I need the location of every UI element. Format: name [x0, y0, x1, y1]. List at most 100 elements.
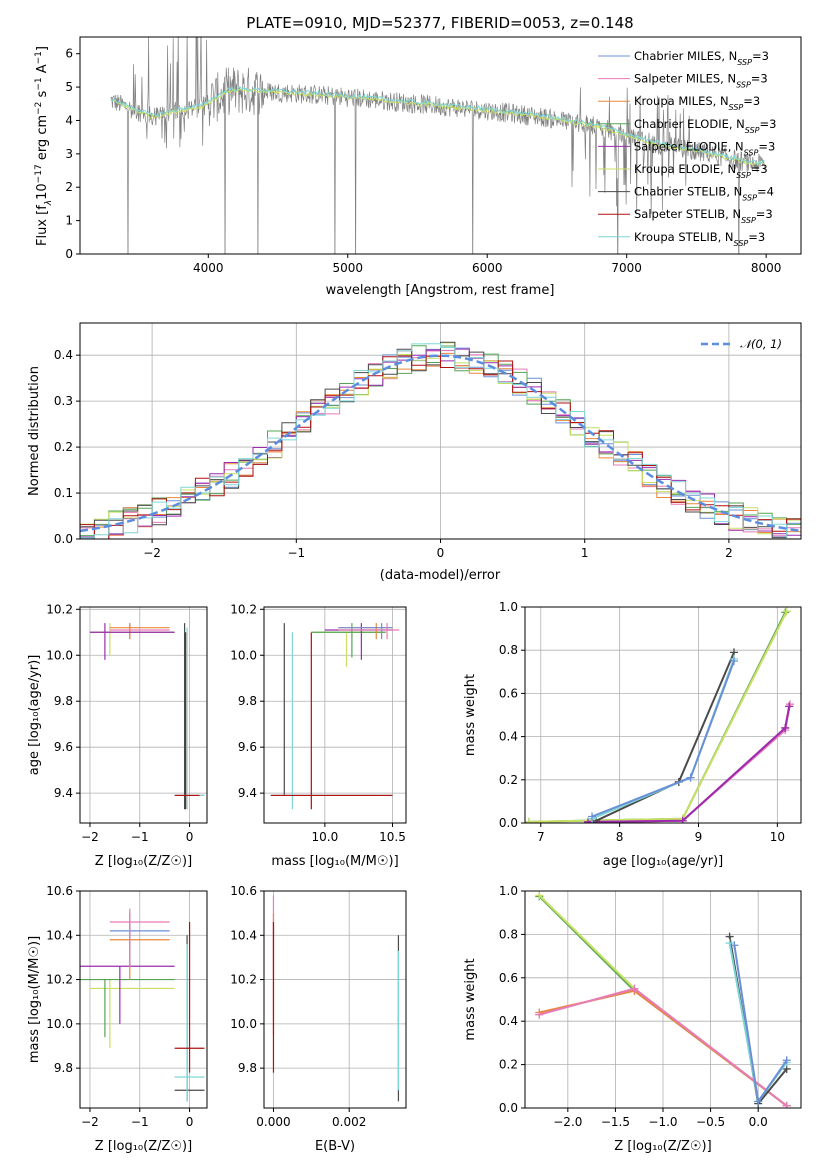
y-tick-label: 9.6	[238, 740, 257, 754]
mass-vs-extinction-panel: 0.000 0.002 9.8 10.0 10.2 10.4 10.6 E(B-V)	[230, 884, 407, 1154]
x-tick-label: 8000	[751, 261, 782, 275]
panel-xlabel: Z [log₁₀(Z/Z☉)]	[95, 854, 192, 869]
x-tick-label: −2	[81, 1115, 99, 1129]
data-marker	[725, 939, 734, 948]
spectrum-xlabel: wavelength [Angstrom, rest frame]	[326, 283, 555, 298]
y-tick-label: 10.0	[230, 1017, 257, 1031]
y-tick-label: 0.4	[54, 348, 73, 362]
x-tick-label: 10.0	[311, 830, 338, 844]
y-tick-label: 4	[65, 113, 73, 127]
x-tick-label: −1	[131, 1115, 149, 1129]
legend-label: Kroupa MILES, NSSP=3	[634, 94, 760, 112]
ylabel-part: −2	[34, 102, 44, 115]
y-tick-label: 1	[65, 214, 73, 228]
histogram-legend: 𝒩(0, 1)	[701, 337, 782, 351]
y-tick-label: 0.0	[499, 816, 518, 830]
ylabel-part: Flux [f	[35, 205, 50, 246]
mass-vs-metallicity-panel: −2 −1 0 9.8 10.0 10.2 10.4 10.6 Z [log₁₀(Z/Z☉)] m…	[27, 884, 208, 1154]
x-tick-label: 0.000	[256, 1115, 290, 1129]
grid-layer	[525, 606, 801, 824]
y-tick-label: 0.0	[499, 1101, 518, 1115]
x-tick-label: 10	[770, 830, 785, 844]
data-marker	[782, 1056, 791, 1065]
x-tick-label: −1	[131, 830, 149, 844]
data-marker	[782, 1101, 791, 1108]
data-marker	[686, 773, 695, 782]
panel-frame	[263, 606, 407, 824]
observed-spectrum	[110, 37, 765, 254]
x-tick-label: 9	[695, 830, 703, 844]
y-tick-label: 1.0	[499, 884, 518, 898]
panel-frame	[79, 606, 208, 824]
x-tick-label: 4000	[193, 261, 224, 275]
spectrum-frame	[79, 36, 802, 255]
age-vs-mass-panel: 10.0 10.5 9.4 9.6 9.8 10.0 10.2 mass [log₁₀(M/M…	[230, 602, 407, 869]
legend-label: Salpeter MILES, NSSP=3	[634, 72, 768, 90]
ylabel-part: ]	[35, 46, 50, 51]
y-tick-label: 9.4	[238, 786, 257, 800]
residual-histogram-series	[80, 343, 801, 539]
data-marker	[782, 607, 791, 616]
y-tick-label: 0.2	[499, 773, 518, 787]
x-tick-label: −0.5	[696, 1115, 725, 1129]
y-tick-label: 5	[65, 80, 73, 94]
y-tick-label: 0.0	[54, 532, 73, 546]
spectrum-ylabel: Flux [fλ10−17 erg cm−2 s−1 A−1]	[34, 46, 54, 246]
y-tick-label: 9.6	[54, 740, 73, 754]
y-tick-label: 10.2	[46, 602, 73, 616]
y-tick-label: 0.4	[499, 1014, 518, 1028]
x-tick-label: −2	[143, 546, 161, 560]
grid-layer	[264, 607, 406, 823]
y-tick-label: 10.6	[46, 884, 73, 898]
y-tick-label: 0.4	[499, 730, 518, 744]
panel-xlabel: Z [log₁₀(Z/Z☉)]	[614, 1139, 711, 1154]
data-marker	[525, 817, 533, 823]
y-tick-label: 0.2	[499, 1058, 518, 1072]
x-tick-label: 7000	[611, 261, 642, 275]
y-tick-label: 0	[65, 247, 73, 261]
x-tick-label: −1.0	[648, 1115, 677, 1129]
x-tick-label: 6000	[472, 261, 503, 275]
grid-layer	[264, 890, 406, 1108]
panel-xlabel: Z [log₁₀(Z/Z☉)]	[95, 1139, 192, 1154]
y-tick-label: 0.2	[54, 440, 73, 454]
ylabel-part: −1	[34, 51, 44, 64]
ylabel-part: λ	[44, 200, 54, 206]
panel-ylabel: mass weight	[463, 958, 478, 1040]
x-tick-label: 7	[537, 830, 545, 844]
x-tick-label: 5000	[332, 261, 363, 275]
y-tick-label: 9.4	[54, 786, 73, 800]
legend-label: Kroupa ELODIE, NSSP=3	[634, 162, 768, 180]
legend-label: Chabrier ELODIE, NSSP=3	[634, 117, 776, 135]
ylabel-part: −17	[34, 164, 44, 183]
panel-ylabel: mass [log₁₀(M/M☉)]	[27, 936, 42, 1063]
histogram-ylabel: Normed distribution	[27, 366, 42, 496]
x-tick-label: 0	[437, 546, 445, 560]
panel-xlabel: E(B-V)	[315, 1139, 355, 1154]
x-tick-label: 0.002	[332, 1115, 366, 1129]
y-tick-label: 2	[65, 180, 73, 194]
mass-weight-vs-age-panel: 7 8 9 10 0.0 0.2 0.4 0.6 0.8 1.0 age [log₁₀(age/yr…	[463, 600, 802, 869]
panel-xlabel: age [log₁₀(age/yr)]	[603, 854, 724, 869]
gaussian-legend-label: 𝒩(0, 1)	[740, 337, 782, 351]
y-tick-label: 10.4	[46, 928, 73, 942]
y-tick-label: 6	[65, 47, 73, 61]
y-tick-label: 1.0	[499, 600, 518, 614]
grid-layer	[80, 607, 207, 823]
x-tick-label: 0.0	[749, 1115, 768, 1129]
y-tick-label: 9.8	[238, 694, 257, 708]
data-marker	[535, 891, 544, 900]
ylabel-part: −1	[34, 77, 44, 90]
data-marker	[729, 657, 738, 665]
y-tick-label: 3	[65, 147, 73, 161]
y-tick-label: 10.6	[230, 884, 257, 898]
legend-label: Chabrier STELIB, NSSP=4	[634, 185, 774, 203]
x-tick-label: −1.5	[601, 1115, 630, 1129]
ylabel-part: A	[35, 64, 50, 77]
histogram-xlabel: (data-model)/error	[380, 568, 501, 583]
panel-frame	[263, 890, 407, 1109]
legend-label: Kroupa STELIB, NSSP=3	[634, 230, 765, 248]
y-tick-label: 0.8	[499, 643, 518, 657]
data-marker	[730, 941, 739, 950]
panel-frame	[524, 606, 802, 824]
